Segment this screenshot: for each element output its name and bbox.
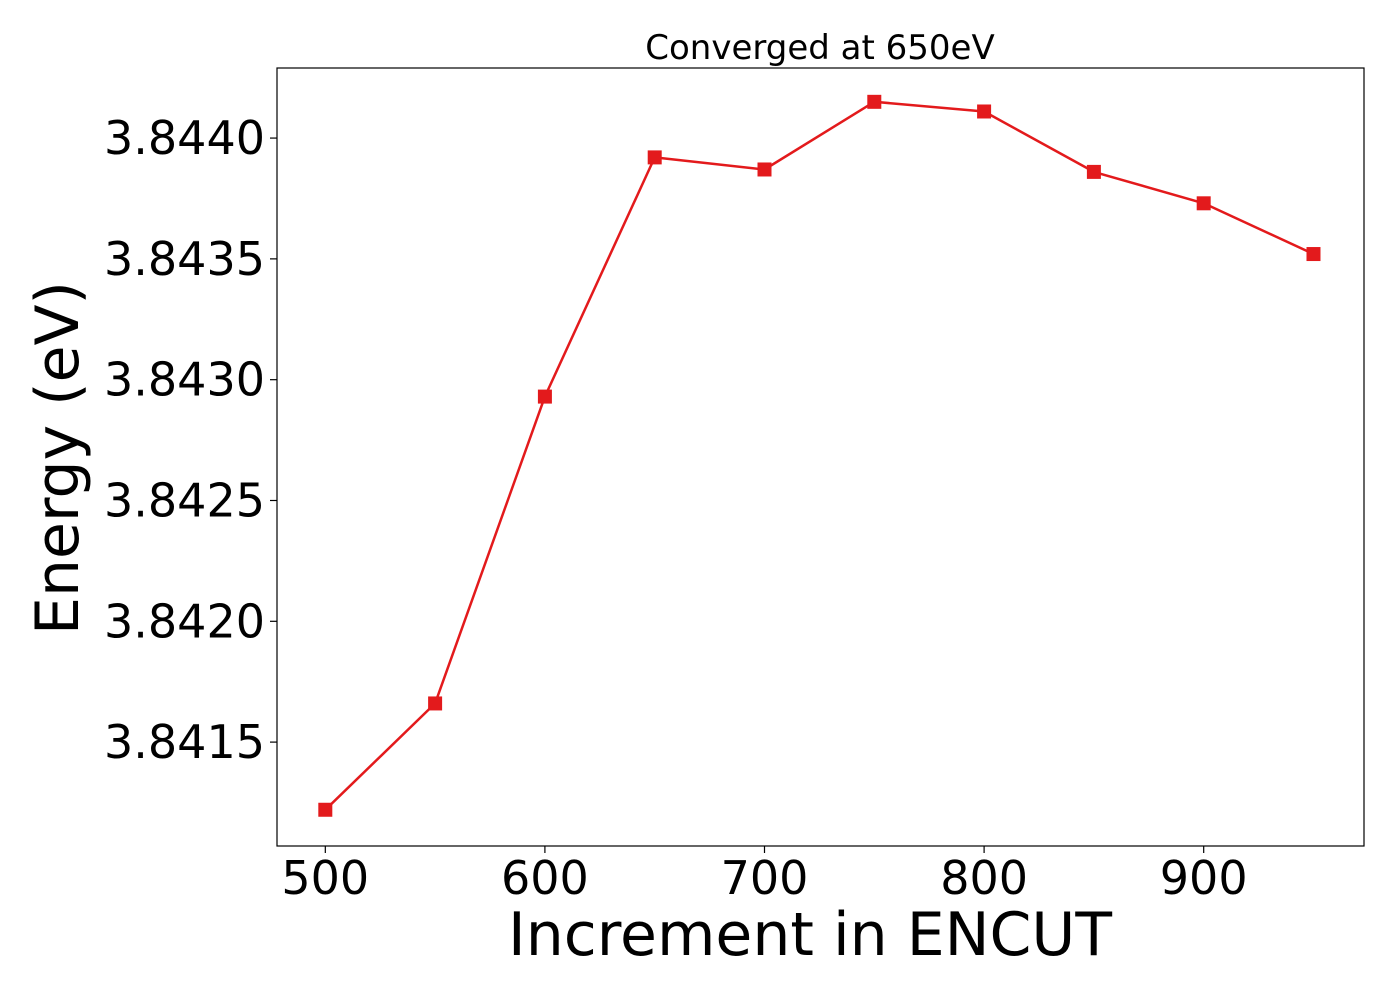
data-point <box>867 94 882 109</box>
data-point <box>647 150 662 165</box>
series-markers <box>318 94 1321 817</box>
data-point <box>1306 247 1321 262</box>
x-tick-label: 500 <box>281 851 369 905</box>
x-tick-label: 700 <box>721 851 809 905</box>
series-line <box>324 100 1315 811</box>
x-axis-title: Increment in ENCUT <box>508 900 1112 970</box>
y-tick-label: 3.8430 <box>104 353 265 407</box>
data-point <box>757 162 772 177</box>
x-tick-label: 900 <box>1160 851 1248 905</box>
x-axis: 500 600 700 800 900 <box>281 846 1248 905</box>
y-tick-label: 3.8440 <box>104 111 265 165</box>
data-point <box>1086 164 1101 179</box>
y-tick-label: 3.8420 <box>104 594 265 648</box>
chart-title: Converged at 650eV <box>645 28 994 68</box>
y-tick-label: 3.8435 <box>104 232 265 286</box>
y-axis: 3.8415 3.8420 3.8425 3.8430 3.8435 3.8440 <box>104 111 277 769</box>
y-axis-title: Energy (eV) <box>23 281 93 635</box>
data-point <box>537 389 552 404</box>
data-point <box>428 696 443 711</box>
y-tick-label: 3.8425 <box>104 473 265 527</box>
y-tick-label: 3.8415 <box>104 715 265 769</box>
data-point <box>318 802 333 817</box>
x-tick-label: 600 <box>501 851 589 905</box>
data-point <box>1196 196 1211 211</box>
x-tick-label: 800 <box>940 851 1028 905</box>
plot-area-frame <box>276 67 1365 847</box>
data-point <box>977 104 992 119</box>
